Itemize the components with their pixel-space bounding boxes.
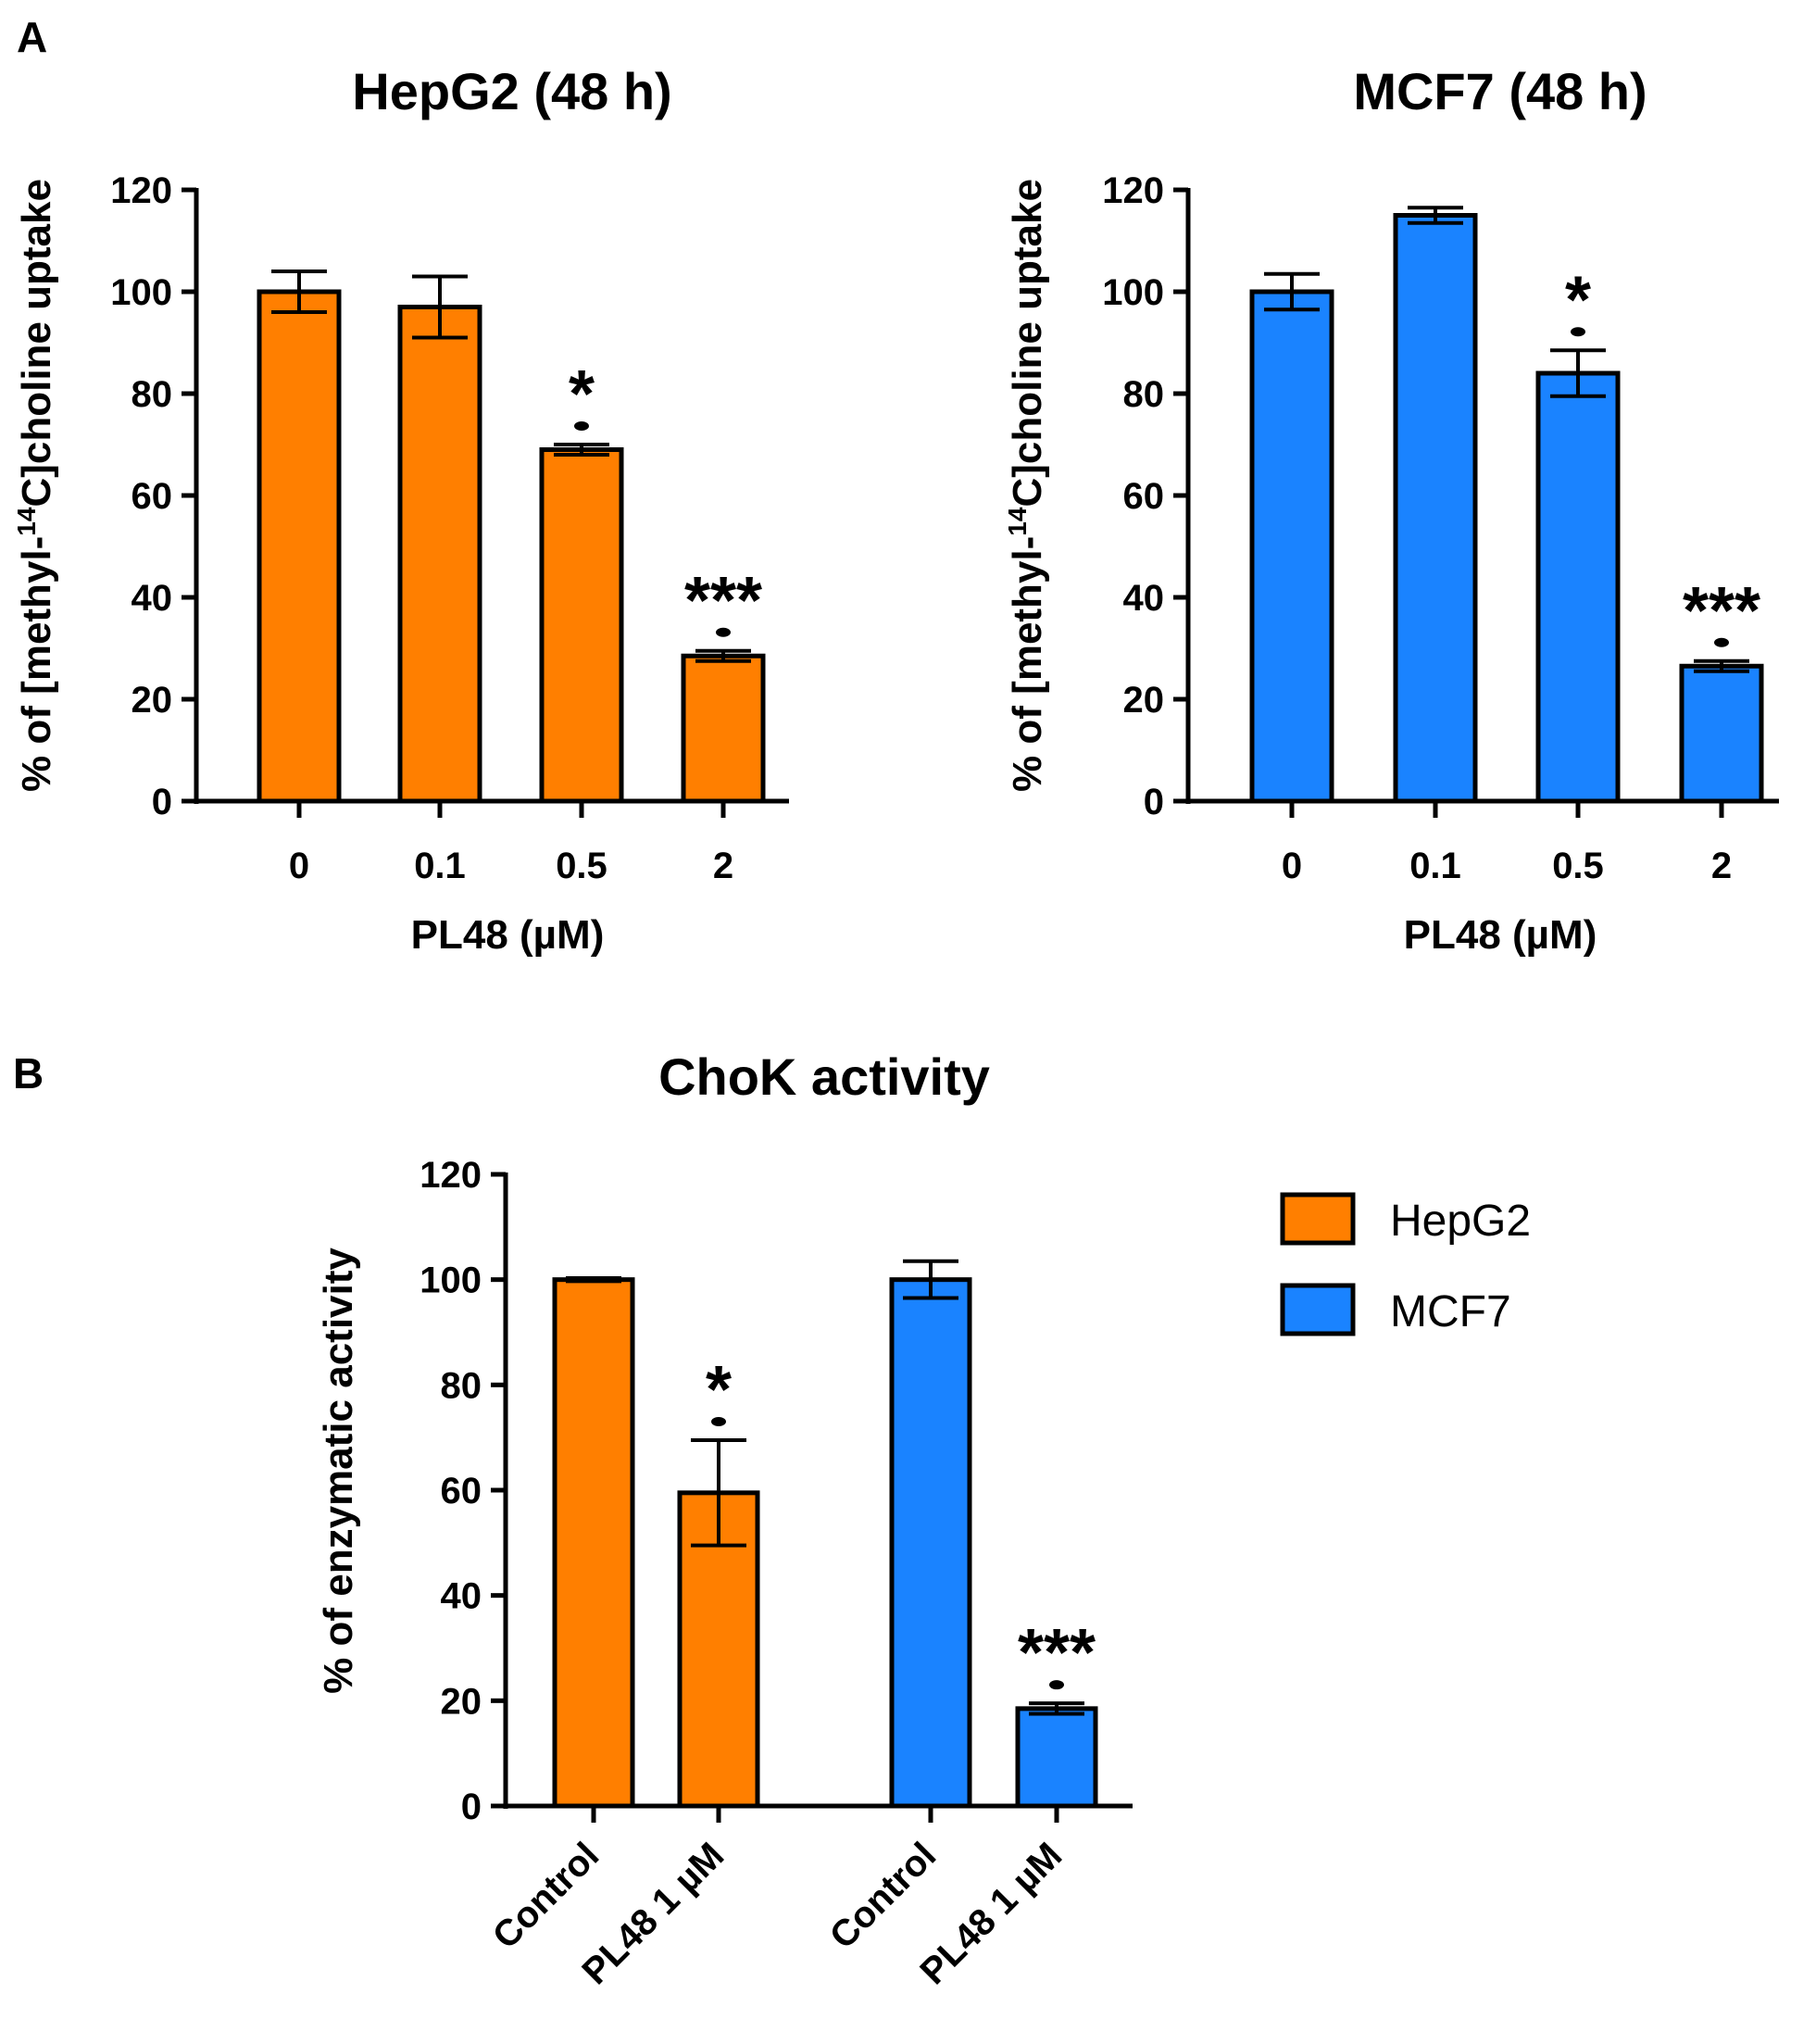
x-axis-label: PL48 (µM) xyxy=(411,912,605,958)
x-tick-label: 2 xyxy=(713,846,733,886)
x-tick-label: 0.5 xyxy=(556,846,607,886)
bar xyxy=(1249,289,1334,804)
x-tick-label: Control xyxy=(822,1835,945,1957)
bar xyxy=(539,447,624,804)
significance-label: *** xyxy=(1683,574,1760,648)
legend-swatch-hepg2 xyxy=(1280,1192,1356,1246)
panel-label-b: B xyxy=(13,1049,44,1097)
significance-label: * xyxy=(1565,263,1591,337)
y-tick-label: 20 xyxy=(441,1681,482,1722)
significance-label: *** xyxy=(1018,1616,1096,1690)
x-tick-label: 0 xyxy=(1282,846,1302,886)
significance-dot xyxy=(1049,1680,1064,1690)
y-tick-label: 60 xyxy=(1123,476,1165,517)
legend: HepG2 MCF7 xyxy=(1280,1192,1531,1336)
y-tick-label: 80 xyxy=(132,374,173,415)
bar xyxy=(552,1277,635,1809)
bar xyxy=(681,653,766,804)
y-tick-label: 0 xyxy=(1144,782,1164,822)
y-axis-label: % of [methyl-14C]choline uptake xyxy=(1003,179,1050,792)
y-tick-label: 40 xyxy=(132,578,173,619)
y-tick-label: 60 xyxy=(132,476,173,517)
chart-title: MCF7 (48 h) xyxy=(1353,62,1647,120)
legend-swatch-mcf7 xyxy=(1280,1283,1356,1336)
significance-dot xyxy=(574,421,589,431)
significance-dot xyxy=(1571,327,1585,337)
x-tick-label: 0.1 xyxy=(1409,846,1461,886)
significance-dot xyxy=(1714,637,1729,647)
bar xyxy=(889,1277,972,1809)
y-tick-label: 80 xyxy=(441,1365,482,1406)
y-tick-label: 60 xyxy=(441,1471,482,1511)
y-tick-label: 0 xyxy=(461,1787,482,1827)
y-axis-label: % of [methyl-14C]choline uptake xyxy=(12,179,59,792)
y-tick-label: 0 xyxy=(152,782,172,822)
x-tick-label: Control xyxy=(485,1835,607,1957)
y-axis-label: % of enzymatic activity xyxy=(316,1248,361,1694)
bar xyxy=(257,289,342,804)
panel-label-a: A xyxy=(17,13,47,61)
x-tick-label: 0 xyxy=(289,846,309,886)
bar xyxy=(1679,663,1764,804)
significance-label: * xyxy=(706,1353,732,1427)
x-tick-label: 0.5 xyxy=(1552,846,1604,886)
chart-title: ChoK activity xyxy=(658,1047,990,1106)
x-axis-label: PL48 (µM) xyxy=(1404,912,1597,958)
chart-chok-activity: ChoK activity 020406080100120ControlPL48… xyxy=(316,1047,1531,1992)
y-tick-label: 120 xyxy=(1102,170,1164,211)
significance-dot xyxy=(711,1417,726,1427)
y-tick-label: 40 xyxy=(1123,578,1165,619)
significance-label: *** xyxy=(684,564,762,638)
y-tick-label: 100 xyxy=(1102,272,1164,313)
y-tick-label: 20 xyxy=(132,680,173,721)
x-tick-label: 0.1 xyxy=(414,846,466,886)
y-tick-label: 40 xyxy=(441,1576,482,1617)
bar xyxy=(1535,370,1621,804)
y-tick-label: 100 xyxy=(420,1260,482,1301)
y-tick-label: 120 xyxy=(110,170,172,211)
legend-label-mcf7: MCF7 xyxy=(1390,1287,1511,1336)
significance-dot xyxy=(716,627,731,637)
significance-label: * xyxy=(569,357,595,432)
y-tick-label: 20 xyxy=(1123,680,1165,721)
bar xyxy=(397,305,482,804)
bar xyxy=(1015,1706,1098,1809)
y-tick-label: 100 xyxy=(110,272,172,313)
bar xyxy=(1393,213,1478,804)
y-tick-label: 120 xyxy=(420,1155,482,1196)
chart-title: HepG2 (48 h) xyxy=(352,62,671,120)
x-tick-label: 2 xyxy=(1711,846,1732,886)
y-tick-label: 80 xyxy=(1123,374,1165,415)
legend-label-hepg2: HepG2 xyxy=(1390,1197,1531,1246)
